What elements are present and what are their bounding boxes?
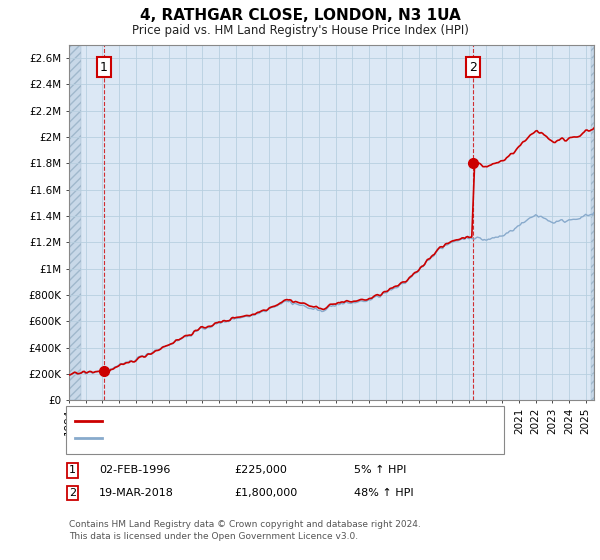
HPI: Average price, detached house, Barnet: (2.03e+03, 1.43e+06): Average price, detached house, Barnet: (… [593,209,600,216]
Text: 1: 1 [100,60,108,73]
Text: 2: 2 [69,488,76,498]
Text: Contains HM Land Registry data © Crown copyright and database right 2024.
This d: Contains HM Land Registry data © Crown c… [69,520,421,541]
Text: £1,800,000: £1,800,000 [234,488,297,498]
Text: 5% ↑ HPI: 5% ↑ HPI [354,465,406,475]
Text: 19-MAR-2018: 19-MAR-2018 [99,488,174,498]
Text: 2: 2 [469,60,476,73]
4, RATHGAR CLOSE, LONDON, N3 1UA (detached house) [100,368,107,375]
Text: 02-FEB-1996: 02-FEB-1996 [99,465,170,475]
Text: 4, RATHGAR CLOSE, LONDON, N3 1UA: 4, RATHGAR CLOSE, LONDON, N3 1UA [140,8,460,24]
HPI: Average price, detached house, Barnet: (1.99e+03, 1.89e+05): Average price, detached house, Barnet: (… [65,372,73,379]
4, RATHGAR CLOSE, LONDON, N3 1UA (detached house) [592,123,599,130]
HPI: Average price, detached house, Barnet: (2e+03, 2.21e+05): Average price, detached house, Barnet: (… [100,368,107,375]
4, RATHGAR CLOSE, LONDON, N3 1UA (detached house) [83,370,91,376]
Text: Price paid vs. HM Land Registry's House Price Index (HPI): Price paid vs. HM Land Registry's House … [131,24,469,36]
Text: 4, RATHGAR CLOSE, LONDON, N3 1UA (detached house): 4, RATHGAR CLOSE, LONDON, N3 1UA (detach… [108,416,401,426]
Text: 1: 1 [69,465,76,475]
4, RATHGAR CLOSE, LONDON, N3 1UA (detached house) [339,298,346,305]
4, RATHGAR CLOSE, LONDON, N3 1UA (detached house) [595,123,600,130]
HPI: Average price, detached house, Barnet: (2.03e+03, 1.44e+06): Average price, detached house, Barnet: (… [598,208,600,214]
4, RATHGAR CLOSE, LONDON, N3 1UA (detached house) [598,123,600,130]
Line: 4, RATHGAR CLOSE, LONDON, N3 1UA (detached house): 4, RATHGAR CLOSE, LONDON, N3 1UA (detach… [69,127,600,375]
HPI: Average price, detached house, Barnet: (2.02e+03, 1.19e+06): Average price, detached house, Barnet: (… [445,241,452,248]
Text: HPI: Average price, detached house, Barnet: HPI: Average price, detached house, Barn… [108,433,336,444]
4, RATHGAR CLOSE, LONDON, N3 1UA (detached house) [65,372,73,379]
Text: £225,000: £225,000 [234,465,287,475]
4, RATHGAR CLOSE, LONDON, N3 1UA (detached house) [445,240,452,247]
4, RATHGAR CLOSE, LONDON, N3 1UA (detached house) [524,135,531,142]
HPI: Average price, detached house, Barnet: (2.01e+03, 7.33e+05): Average price, detached house, Barnet: (… [339,301,346,307]
HPI: Average price, detached house, Barnet: (2.02e+03, 1.37e+06): Average price, detached house, Barnet: (… [524,217,531,223]
Text: 48% ↑ HPI: 48% ↑ HPI [354,488,413,498]
Line: HPI: Average price, detached house, Barnet: HPI: Average price, detached house, Barn… [69,211,600,376]
HPI: Average price, detached house, Barnet: (2e+03, 2.1e+05): Average price, detached house, Barnet: (… [83,370,91,376]
